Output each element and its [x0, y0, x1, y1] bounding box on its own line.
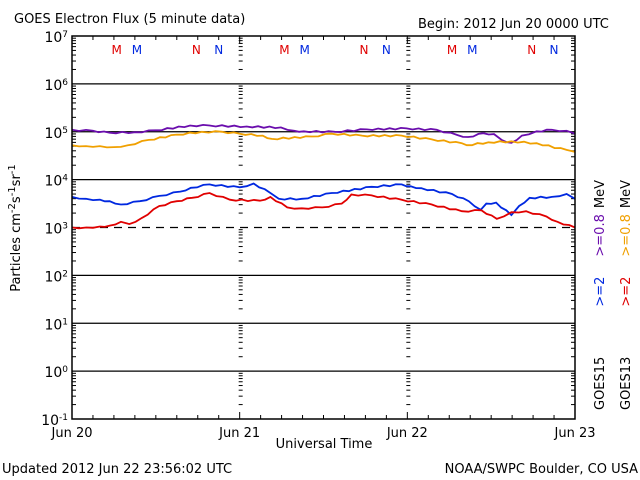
y-tick-label: 100 [44, 365, 68, 381]
y-tick-base: 10 [44, 30, 62, 46]
y-tick-label: 102 [44, 269, 68, 285]
credit: NOAA/SWPC Boulder, CO USA [445, 462, 638, 477]
series-line-goes13-0-8-mev [71, 130, 576, 153]
y-tick-base: 10 [44, 365, 62, 381]
legend-goes15-e08: >=0.8 [593, 214, 608, 256]
marker-label: M [467, 43, 477, 57]
marker-label: M [447, 43, 457, 57]
axis-ticks [71, 36, 576, 419]
legend-goes13: GOES13 >=2 >=0.8 MeV [619, 180, 634, 410]
y-tick-exp: 0 [62, 365, 68, 375]
y-tick-label: 106 [44, 78, 68, 94]
legend: GOES15 >=2 >=0.8 MeV GOES13 >=2 >=0.8 MeV [593, 180, 634, 410]
marker-label: N [360, 43, 369, 57]
marker-label: M [112, 43, 122, 57]
legend-goes13-e08: >=0.8 [619, 214, 634, 256]
y-tick-label: 10-1 [41, 413, 68, 429]
x-tick-labels: Jun 20 Jun 21 Jun 22 Jun 23 [51, 426, 596, 441]
marker-label: N [527, 43, 536, 57]
y-tick-base: 10 [44, 174, 62, 190]
marker-label: N [192, 43, 201, 57]
y-axis-label: Particles cm-2s-1sr-1 [7, 164, 25, 292]
x-tick-label: Jun 22 [386, 426, 428, 441]
y-tick-base: 10 [44, 78, 62, 94]
legend-goes15-e2: >=2 [593, 277, 608, 307]
y-tick-exp: 1 [62, 317, 68, 327]
marker-label: M [279, 43, 289, 57]
y-tick-exp: 2 [62, 269, 68, 279]
marker-label: N [382, 43, 391, 57]
y-tick-exp: -1 [59, 413, 68, 423]
y-tick-exp: 3 [62, 222, 68, 232]
y-tick-exp: 7 [62, 30, 68, 40]
y-tick-base: 10 [41, 413, 59, 429]
legend-goes15-unit: MeV [593, 180, 608, 208]
y-tick-base: 10 [44, 317, 62, 333]
legend-goes13-unit: MeV [619, 180, 634, 208]
x-tick-label: Jun 23 [554, 426, 596, 441]
legend-goes13-e2: >=2 [619, 277, 634, 307]
y-tick-exp: 5 [62, 126, 68, 136]
y-axis-label-text: Particles cm [9, 213, 24, 292]
legend-goes15-sat: GOES15 [593, 357, 608, 410]
y-tick-base: 10 [44, 222, 62, 238]
y-tick-label: 105 [44, 126, 68, 142]
x-axis-label: Universal Time [276, 437, 373, 452]
y-tick-label: 104 [44, 174, 68, 190]
y-tick-label: 107 [44, 30, 68, 46]
marker-label: N [550, 43, 559, 57]
gridlines [72, 83, 575, 372]
series-line-goes15-2-mev [71, 182, 576, 217]
legend-goes13-sat: GOES13 [619, 357, 634, 410]
y-tick-exp: 6 [62, 78, 68, 88]
marker-label: M [132, 43, 142, 57]
y-tick-base: 10 [44, 269, 62, 285]
y-tick-base: 10 [44, 126, 62, 142]
y-tick-exp: 4 [62, 174, 68, 184]
updated-time: Updated 2012 Jun 22 23:56:02 UTC [2, 462, 232, 477]
chart-title: GOES Electron Flux (5 minute data) [14, 12, 245, 27]
y-tick-label: 103 [44, 222, 68, 238]
y-tick-label: 101 [44, 317, 68, 333]
x-tick-label: Jun 20 [51, 426, 93, 441]
marker-label: M [299, 43, 309, 57]
begin-time: Begin: 2012 Jun 20 0000 UTC [418, 17, 609, 32]
series-line-goes15-0-8-mev [71, 123, 576, 144]
x-tick-label: Jun 21 [218, 426, 260, 441]
legend-goes15: GOES15 >=2 >=0.8 MeV [593, 180, 608, 410]
plot-frame [71, 35, 576, 420]
marker-label: N [214, 43, 223, 57]
data-series [71, 123, 576, 230]
series-line-goes13-2-mev [71, 192, 576, 230]
